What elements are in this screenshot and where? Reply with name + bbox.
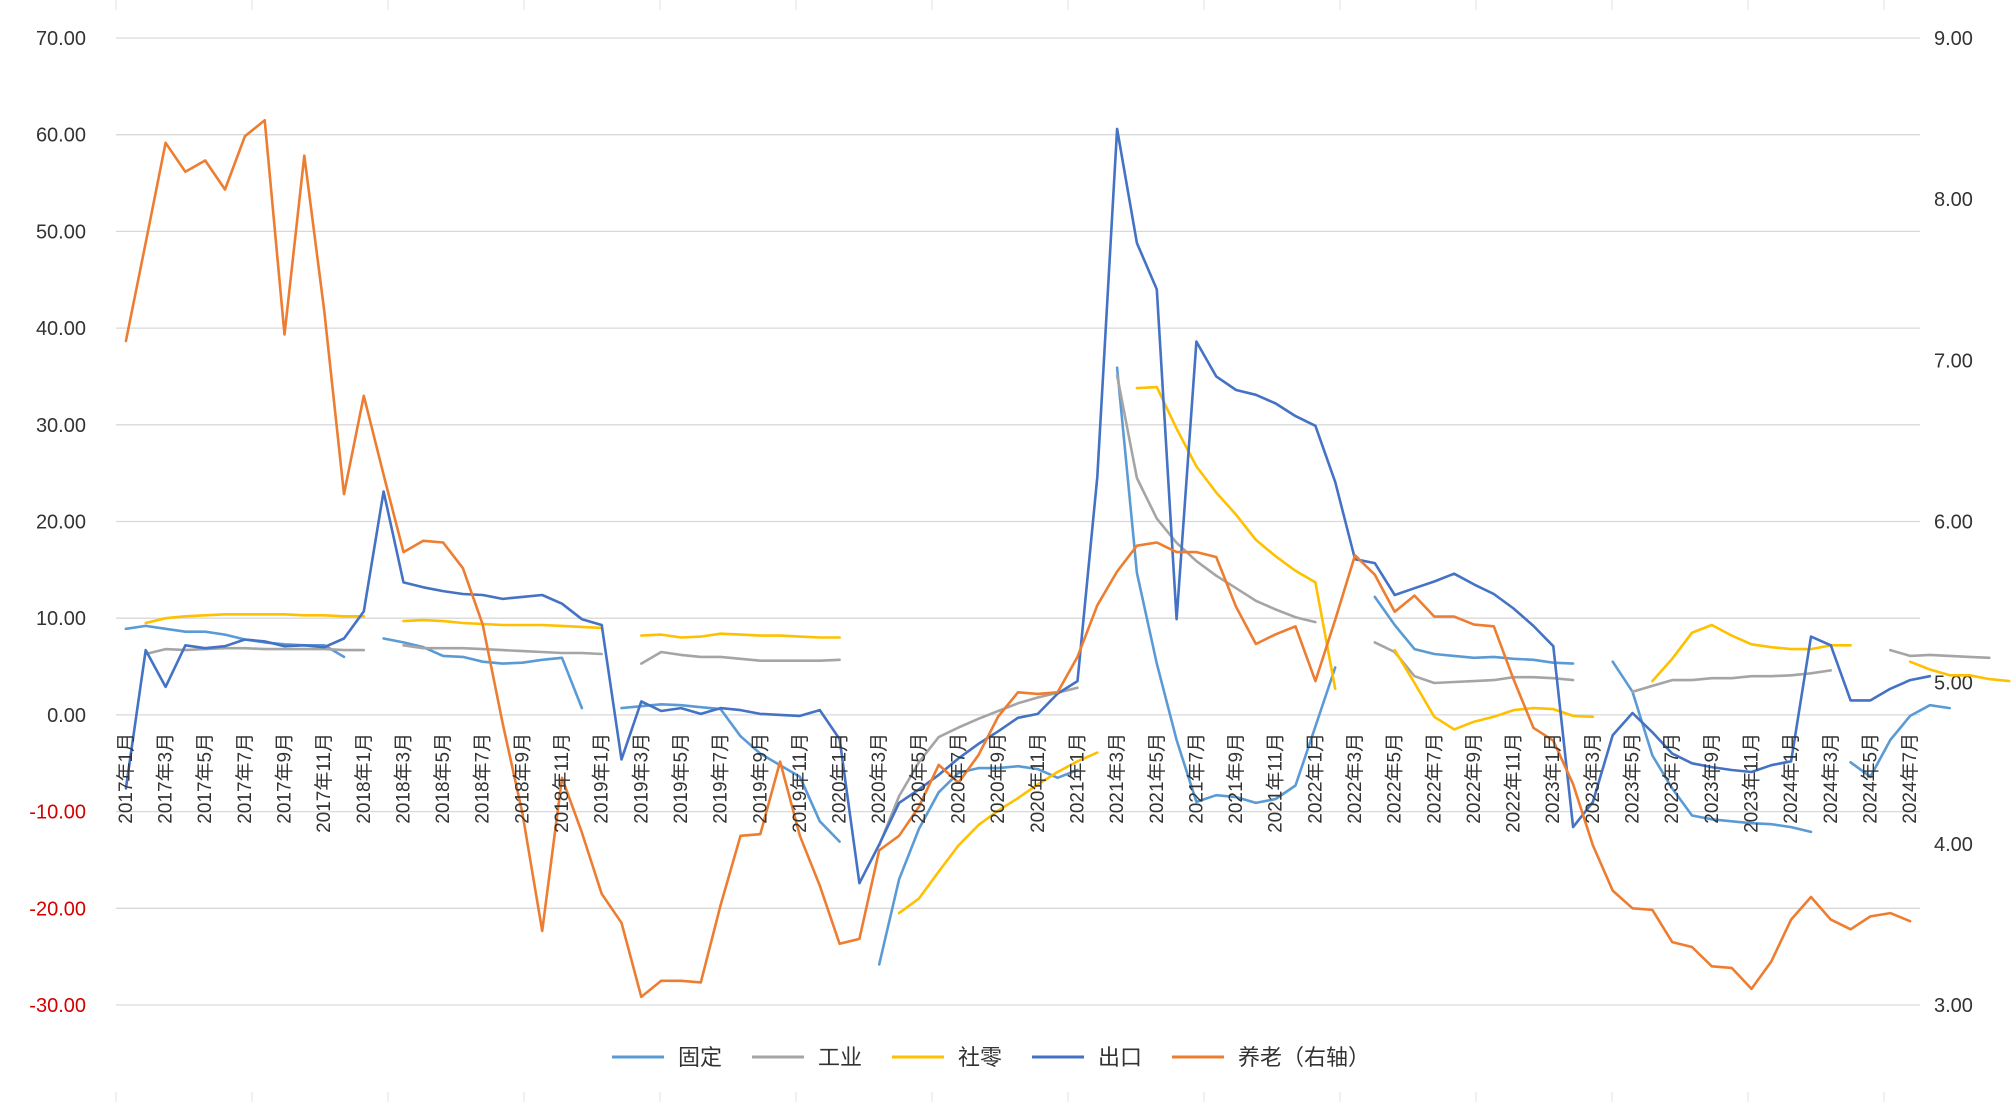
x-tick-label: 2022年11月 — [1503, 733, 1525, 833]
x-tick-label: 2024年5月 — [1859, 733, 1881, 824]
x-tick-label: 2018年11月 — [551, 733, 573, 833]
x-tick-label: 2022年3月 — [1344, 733, 1366, 824]
legend-item: 社零 — [892, 1045, 1002, 1070]
x-tick-label: 2020年11月 — [1027, 733, 1049, 833]
left-tick-label: -10.00 — [29, 802, 86, 824]
right-tick-label: 4.00 — [1934, 834, 1973, 856]
right-tick-label: 3.00 — [1934, 995, 1973, 1017]
legend-item: 养老（右轴） — [1172, 1045, 1370, 1070]
x-tick-label: 2020年5月 — [908, 733, 930, 824]
left-tick-label: 0.00 — [47, 705, 86, 727]
left-tick-label: 50.00 — [36, 221, 86, 243]
series-line-4 — [124, 118, 1912, 999]
x-tick-label: 2023年5月 — [1622, 733, 1644, 824]
x-tick-label: 2017年5月 — [194, 733, 216, 824]
series-line-3 — [124, 127, 1932, 885]
x-tick-label: 2021年9月 — [1225, 733, 1247, 824]
x-tick-label: 2019年7月 — [710, 733, 732, 824]
x-tick-label: 2018年7月 — [472, 733, 494, 824]
x-tick-label: 2018年9月 — [511, 733, 533, 824]
x-tick-label: 2020年1月 — [829, 733, 851, 824]
series-line-1 — [144, 374, 1991, 847]
legend-item: 工业 — [752, 1045, 862, 1070]
right-tick-label: 7.00 — [1934, 350, 1973, 372]
x-tick-label: 2023年11月 — [1740, 733, 1762, 833]
legend: 固定 工业 社零 出口 养老（右轴） — [612, 1045, 1370, 1070]
x-tick-label: 2023年3月 — [1582, 733, 1604, 824]
x-tick-label: 2021年3月 — [1106, 733, 1128, 824]
x-tick-label: 2017年1月 — [115, 733, 137, 824]
x-tick-label: 2023年9月 — [1701, 733, 1723, 824]
x-tick-label: 2017年9月 — [274, 733, 296, 824]
right-tick-label: 9.00 — [1934, 28, 1973, 50]
x-tick-label: 2020年3月 — [868, 733, 890, 824]
x-tick-label: 2024年7月 — [1899, 733, 1921, 824]
x-tick-label: 2022年9月 — [1463, 733, 1485, 824]
x-tick-label: 2022年1月 — [1304, 733, 1326, 824]
x-tick-label: 2017年7月 — [234, 733, 256, 824]
series-line-2 — [144, 385, 2011, 915]
right-tick-label: 8.00 — [1934, 189, 1973, 211]
x-tick-label: 2019年9月 — [749, 733, 771, 824]
left-tick-label: 40.00 — [36, 318, 86, 340]
left-tick-label: 30.00 — [36, 415, 86, 437]
right-tick-label: 5.00 — [1934, 673, 1973, 695]
x-tick-label: 2018年1月 — [353, 733, 375, 824]
legend-label: 固定 — [678, 1045, 722, 1070]
series-lines — [124, 118, 2011, 999]
right-tick-label: 6.00 — [1934, 512, 1973, 534]
x-tick-label: 2022年5月 — [1384, 733, 1406, 824]
x-tick-label: 2024年3月 — [1820, 733, 1842, 824]
x-tick-label: 2019年1月 — [591, 733, 613, 824]
x-tick-label: 2022年7月 — [1423, 733, 1445, 824]
legend-item: 固定 — [612, 1045, 722, 1070]
legend-label: 社零 — [958, 1045, 1002, 1070]
series-line-0 — [124, 366, 1951, 966]
x-tick-label: 2021年1月 — [1066, 733, 1088, 824]
x-tick-label: 2019年3月 — [630, 733, 652, 824]
x-tick-label: 2017年3月 — [155, 733, 177, 824]
left-tick-label: -30.00 — [29, 995, 86, 1017]
left-axis-ticks: -30.00 -20.00 -10.00 0.00 10.00 20.00 30.00 40.… — [29, 28, 86, 1017]
legend-label: 出口 — [1098, 1045, 1142, 1070]
x-tick-label: 2023年1月 — [1542, 733, 1564, 824]
x-tick-label: 2020年7月 — [948, 733, 970, 824]
grid-layer — [115, 0, 1920, 1102]
x-tick-label: 2021年5月 — [1146, 733, 1168, 824]
x-tick-label: 2024年1月 — [1780, 733, 1802, 824]
x-axis-ticks: 2017年1月 2017年3月 2017年5月 2017年7月 2017年9月 2017年… — [115, 733, 1921, 833]
left-tick-label: 20.00 — [36, 512, 86, 534]
x-tick-label: 2019年11月 — [789, 733, 811, 833]
legend-label: 养老（右轴） — [1238, 1045, 1370, 1070]
x-tick-label: 2020年9月 — [987, 733, 1009, 824]
x-tick-label: 2017年11月 — [313, 733, 335, 833]
legend-item: 出口 — [1032, 1045, 1142, 1070]
x-tick-label: 2021年11月 — [1265, 733, 1287, 833]
x-tick-label: 2018年5月 — [432, 733, 454, 824]
legend-label: 工业 — [818, 1045, 862, 1070]
x-tick-label: 2023年7月 — [1661, 733, 1683, 824]
left-tick-label: 10.00 — [36, 608, 86, 630]
left-tick-label: 70.00 — [36, 28, 86, 50]
left-tick-label: -20.00 — [29, 898, 86, 920]
x-tick-label: 2019年5月 — [670, 733, 692, 824]
x-tick-label: 2021年7月 — [1185, 733, 1207, 824]
left-tick-label: 60.00 — [36, 125, 86, 147]
x-tick-label: 2018年3月 — [392, 733, 414, 824]
right-axis-ticks: 3.00 4.00 5.00 6.00 7.00 8.00 9.00 — [1934, 28, 1973, 1017]
